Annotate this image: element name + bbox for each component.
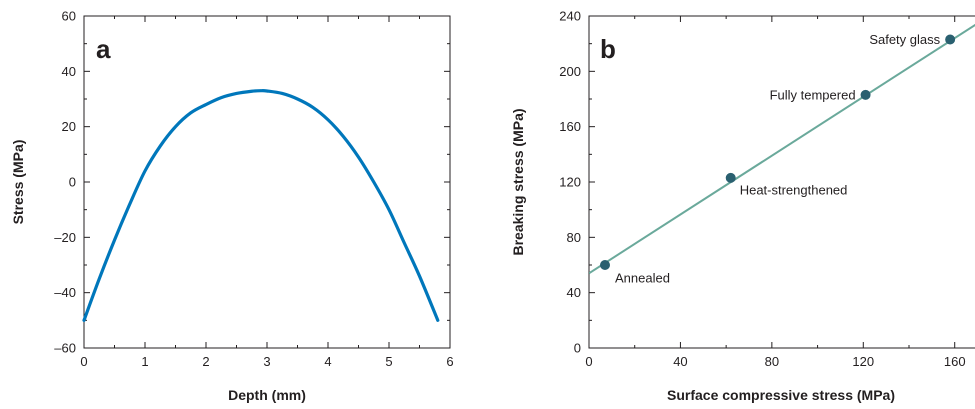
a-xtick-label: 3 [263,354,270,369]
panel-b-ylabel: Breaking stress (MPa) [510,108,526,255]
panel-b-ticks [588,15,956,349]
b-ytick-label: 0 [574,341,581,356]
b-ytick-label: 120 [559,175,581,190]
panel-b-xlabel: Surface compressive stress (MPa) [667,387,895,403]
panel-b: 0 40 80 120 160 240 200 160 120 80 40 0 Annealed Hea… [510,9,975,403]
panel-a: 0 1 2 3 4 5 6 60 40 20 0 –20 –40 –60 a Depth (mm) Str… [10,9,454,404]
panel-a-ylabel: Stress (MPa) [10,140,26,225]
a-xtick-label: 2 [202,354,209,369]
panel-a-lines [82,89,440,322]
panel-b-point [725,172,736,183]
b-ytick-label: 40 [567,285,581,300]
a-ytick-label: –20 [54,230,76,245]
panel-b-points [600,34,956,270]
panel-b-annotations: Annealed Heat-strengthened Fully tempered S… [615,32,941,285]
panel-a-letter: a [96,34,111,64]
panel-b-point-label: Annealed [615,271,670,286]
a-ytick-label: 20 [62,119,76,134]
b-xtick-label: 80 [765,354,779,369]
panel-b-fit-line [589,23,975,275]
a-xtick-label: 4 [324,354,331,369]
panel-b-point-label: Safety glass [869,32,940,47]
panel-b-point-label: Fully tempered [770,87,856,102]
a-xtick-label: 0 [80,354,87,369]
a-xtick-label: 5 [385,354,392,369]
panel-b-letter: b [600,34,616,64]
a-ytick-label: 0 [69,175,76,190]
panel-b-fit [589,23,975,275]
panel-b-point [945,34,956,45]
b-ytick-label: 240 [559,9,581,24]
b-xtick-label: 120 [852,354,874,369]
a-ytick-label: –60 [54,341,76,356]
panel-b-tick-labels: 0 40 80 120 160 240 200 160 120 80 40 0 [559,9,965,370]
a-ytick-label: 60 [62,9,76,24]
panel-b-point [860,89,871,100]
panel-a-ticks [83,15,451,349]
b-xtick-label: 0 [585,354,592,369]
b-xtick-label: 40 [673,354,687,369]
b-xtick-label: 160 [944,354,966,369]
a-xtick-label: 6 [446,354,453,369]
panel-b-point [600,260,610,270]
panel-a-series-line [82,89,440,322]
panel-b-point-label: Heat-strengthened [740,182,848,197]
b-ytick-label: 80 [567,230,581,245]
b-ytick-label: 200 [559,64,581,79]
a-ytick-label: –40 [54,285,76,300]
a-xtick-label: 1 [141,354,148,369]
a-ytick-label: 40 [62,64,76,79]
panel-a-xlabel: Depth (mm) [228,387,306,403]
panel-a-tick-labels: 0 1 2 3 4 5 6 60 40 20 0 –20 –40 –60 [54,9,453,370]
b-ytick-label: 160 [559,119,581,134]
